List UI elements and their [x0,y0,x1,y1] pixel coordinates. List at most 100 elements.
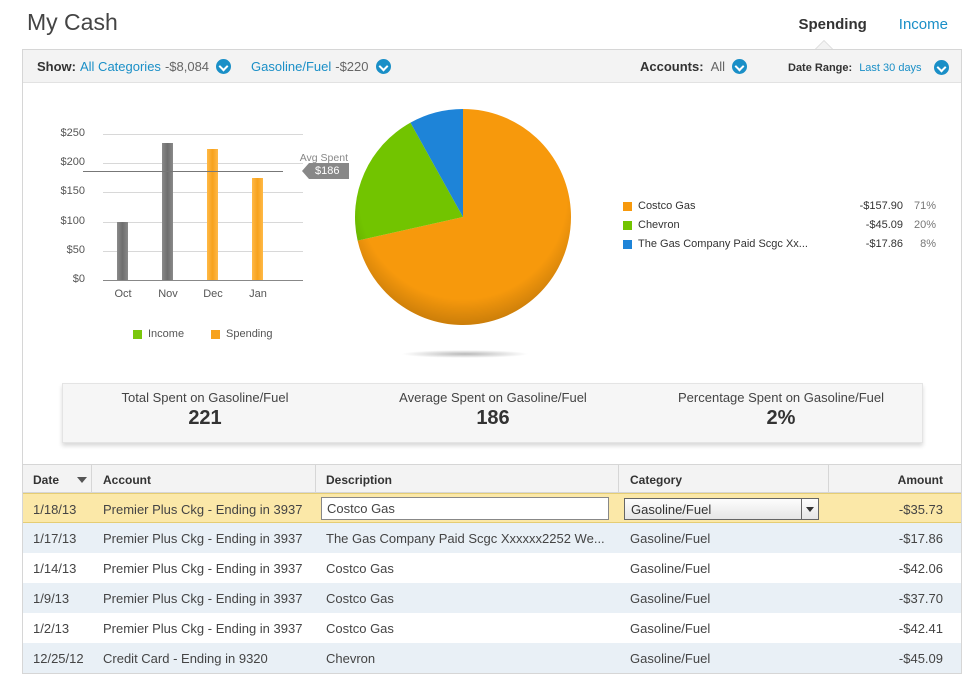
cell-date: 1/17/13 [33,531,77,546]
legend-amount: -$45.09 [865,219,903,231]
y-tick-label: $200 [60,156,85,169]
cell-date: 12/25/12 [33,651,84,666]
avg-spent-line [83,171,283,173]
accounts-value[interactable]: All [710,59,726,74]
cell-date: 1/9/13 [33,591,70,606]
summary-percentage: Percentage Spent on Gasoline/Fuel 2% [641,390,921,430]
legend-swatch [211,329,220,339]
chevron-down-icon[interactable] [801,499,818,519]
gridline [103,221,303,223]
category-dropdown-icon[interactable] [216,59,232,74]
x-tick-label: Nov [158,288,178,300]
cell-description: Chevron [326,651,376,666]
accounts-label: Accounts: [640,59,704,74]
page-title: My Cash [27,9,118,35]
summary-total: Total Spent on Gasoline/Fuel 221 [65,390,345,430]
legend-income: Income [133,328,184,340]
pie-legend-row[interactable]: Chevron -$45.09 20% [623,219,939,238]
y-tick-label: $250 [60,127,85,139]
column-header-category[interactable]: Category [630,473,683,487]
transactions-table: Date Account Description Category Amount… [23,464,961,673]
column-divider [618,465,619,493]
pie-legend-row[interactable]: The Gas Company Paid Scgc Xx... -$17.86 8% [623,238,939,257]
gridline [103,163,303,165]
sort-descending-icon[interactable] [77,477,87,483]
summary-box: Total Spent on Gasoline/Fuel 221 Average… [62,383,923,443]
tab-income[interactable]: Income [898,16,948,33]
bar-oct[interactable] [117,221,128,280]
tab-spending[interactable]: Spending [798,16,867,33]
subcategory-amount: -$220 [335,59,369,74]
legend-spending: Spending [211,328,273,340]
show-label: Show: [37,59,76,74]
cell-description: Costco Gas [326,591,394,606]
cell-date: 1/2/13 [33,621,70,636]
legend-percent: 8% [920,238,936,250]
cell-description: Costco Gas [326,621,394,636]
column-header-account[interactable]: Account [103,473,151,487]
category-select-value: Gasoline/Fuel [631,502,712,517]
pie-shading [355,109,571,325]
cell-amount: -$42.41 [898,621,943,636]
cell-account: Premier Plus Ckg - Ending in 3937 [103,531,303,546]
legend-swatch [623,240,632,249]
avg-spent-label: Avg Spent [299,152,348,165]
legend-label: The Gas Company Paid Scgc Xx... [638,238,808,250]
category-filter-link[interactable]: All Categories [80,59,161,74]
description-edit-input[interactable] [321,497,609,520]
column-header-amount[interactable]: Amount [897,473,943,487]
bar-dec[interactable] [207,148,218,280]
active-tab-indicator [815,40,833,49]
cell-description: The Gas Company Paid Scgc Xxxxxx2252 We.… [326,531,605,546]
pie-legend-row[interactable]: Costco Gas -$157.90 71% [623,200,939,219]
subcategory-dropdown-icon[interactable] [375,59,391,74]
legend-amount: -$157.90 [859,200,903,212]
gridline [103,250,303,252]
table-row[interactable]: 1/14/13 Premier Plus Ckg - Ending in 393… [23,553,961,583]
cell-amount: -$37.70 [898,591,943,606]
legend-label: Spending [226,328,273,340]
legend-label: Costco Gas [638,200,696,212]
table-row[interactable]: 1/18/13 Premier Plus Ckg - Ending in 393… [23,493,961,523]
table-row[interactable]: 12/25/12 Credit Card - Ending in 9320 Ch… [23,643,961,673]
cell-amount: -$17.86 [898,531,943,546]
table-row[interactable]: 1/9/13 Premier Plus Ckg - Ending in 3937… [23,583,961,613]
column-header-date[interactable]: Date [33,473,60,487]
gridline [103,280,303,281]
date-range-dropdown-icon[interactable] [933,60,949,75]
column-divider [91,465,92,493]
y-tick-label: $100 [60,214,85,227]
legend-label: Income [148,328,185,340]
bar-jan[interactable] [252,177,263,280]
legend-percent: 20% [913,219,936,231]
summary-average: Average Spent on Gasoline/Fuel 186 [353,390,633,430]
column-divider [315,465,316,493]
summary-total-label: Total Spent on Gasoline/Fuel [121,390,289,405]
summary-percentage-label: Percentage Spent on Gasoline/Fuel [678,390,884,405]
y-tick-label: $0 [72,273,85,285]
cell-description: Costco Gas [326,561,394,576]
cell-account: Premier Plus Ckg - Ending in 3937 [103,591,303,606]
cell-date: 1/18/13 [33,502,77,517]
subcategory-filter-link[interactable]: Gasoline/Fuel [251,59,332,74]
date-range-value[interactable]: Last 30 days [859,61,922,74]
accounts-dropdown-icon[interactable] [732,59,748,74]
legend-swatch [133,329,142,339]
legend-label: Chevron [638,219,680,231]
pie-shadow [401,350,529,358]
spending-panel: Show: All Categories -$8,084 Gasoline/Fu… [22,49,962,674]
summary-total-value: 221 [188,407,222,429]
table-row[interactable]: 1/17/13 Premier Plus Ckg - Ending in 393… [23,523,961,553]
cell-category: Gasoline/Fuel [630,561,711,576]
category-select[interactable]: Gasoline/Fuel [624,498,819,520]
cell-date: 1/14/13 [33,561,77,576]
column-header-description[interactable]: Description [326,473,393,487]
gridline [103,134,303,135]
table-header: Date Account Description Category Amount [23,464,961,493]
summary-average-value: 186 [476,407,510,429]
table-row[interactable]: 1/2/13 Premier Plus Ckg - Ending in 3937… [23,613,961,643]
bar-nov[interactable] [162,142,173,280]
cell-amount: -$42.06 [898,561,943,576]
x-tick-label: Oct [114,288,132,300]
filter-bar: Show: All Categories -$8,084 Gasoline/Fu… [23,50,961,83]
